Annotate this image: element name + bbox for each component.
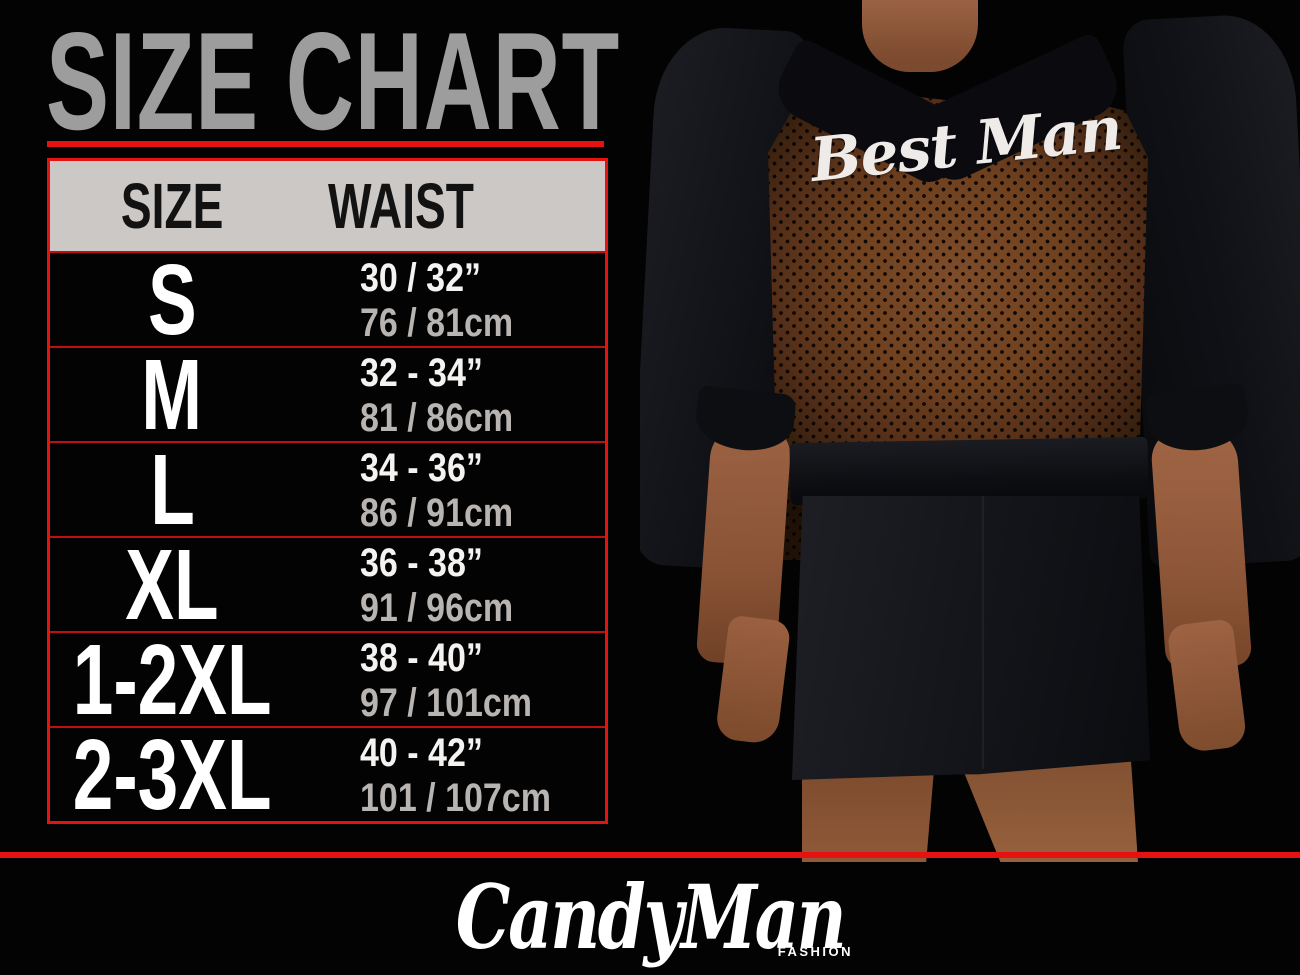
size-cell: 1-2XL bbox=[50, 623, 294, 736]
waist-cell: 38 - 40” 97 / 101cm bbox=[294, 634, 605, 726]
brand-logo: CandyMan FASHION bbox=[0, 858, 1300, 975]
header-cell-waist: WAIST bbox=[294, 174, 605, 238]
brand-logo-inner: CandyMan FASHION bbox=[401, 867, 899, 967]
waist-inches-value: 38 - 40” bbox=[360, 635, 484, 680]
size-value: M bbox=[141, 338, 203, 451]
table-row: 2-3XL 40 - 42” 101 / 107cm bbox=[50, 718, 605, 831]
table-row: M 32 - 34” 81 / 86cm bbox=[50, 338, 605, 451]
robe-skirt bbox=[792, 496, 1150, 780]
brand-tagline: FASHION bbox=[777, 943, 854, 959]
waist-cell: 32 - 34” 81 / 86cm bbox=[294, 349, 605, 441]
brand-name: CandyMan bbox=[455, 864, 847, 969]
size-cell: XL bbox=[50, 528, 294, 641]
size-value: 1-2XL bbox=[72, 623, 272, 736]
waist-cm-value: 81 / 86cm bbox=[360, 395, 514, 440]
waist-cm-value: 86 / 91cm bbox=[360, 490, 514, 535]
header-size-label: SIZE bbox=[120, 170, 224, 242]
size-cell: L bbox=[50, 433, 294, 546]
bottom-divider bbox=[0, 852, 1300, 858]
table-row: 1-2XL 38 - 40” 97 / 101cm bbox=[50, 623, 605, 736]
waist-cm-value: 91 / 96cm bbox=[360, 585, 514, 630]
size-cell: M bbox=[50, 338, 294, 451]
size-value: S bbox=[147, 243, 197, 356]
header-cell-size: SIZE bbox=[50, 174, 294, 238]
title-underline bbox=[47, 141, 604, 147]
page-title: SIZE CHART bbox=[46, 4, 620, 159]
size-value: XL bbox=[125, 528, 219, 641]
waist-cell: 36 - 38” 91 / 96cm bbox=[294, 539, 605, 631]
waist-cell: 34 - 36” 86 / 91cm bbox=[294, 444, 605, 536]
size-table-header: SIZE WAIST bbox=[50, 161, 605, 251]
model-leg-left bbox=[802, 764, 935, 862]
waist-inches-value: 40 - 42” bbox=[360, 730, 484, 775]
waist-cell: 40 - 42” 101 / 107cm bbox=[294, 729, 605, 821]
header-waist-label: WAIST bbox=[328, 170, 475, 242]
size-table: SIZE WAIST S 30 / 32” 76 / 81cm M 32 - 3… bbox=[47, 158, 608, 831]
size-cell: 2-3XL bbox=[50, 718, 294, 831]
table-row: L 34 - 36” 86 / 91cm bbox=[50, 433, 605, 546]
size-table-body: S 30 / 32” 76 / 81cm M 32 - 34” 81 / 86c… bbox=[50, 243, 605, 831]
product-photo: Best Man bbox=[640, 0, 1300, 862]
table-row: S 30 / 32” 76 / 81cm bbox=[50, 243, 605, 356]
size-value: 2-3XL bbox=[72, 718, 272, 831]
robe-belt bbox=[789, 436, 1149, 506]
size-value: L bbox=[149, 433, 195, 546]
waist-inches-value: 30 / 32” bbox=[360, 255, 482, 300]
waist-cm-value: 97 / 101cm bbox=[360, 680, 533, 725]
waist-cell: 30 / 32” 76 / 81cm bbox=[294, 254, 605, 346]
waist-cm-value: 101 / 107cm bbox=[360, 775, 552, 820]
waist-inches-value: 36 - 38” bbox=[360, 540, 484, 585]
size-cell: S bbox=[50, 243, 294, 356]
waist-cm-value: 76 / 81cm bbox=[360, 300, 514, 345]
waist-inches-value: 32 - 34” bbox=[360, 350, 484, 395]
waist-inches-value: 34 - 36” bbox=[360, 445, 484, 490]
table-row: XL 36 - 38” 91 / 96cm bbox=[50, 528, 605, 641]
